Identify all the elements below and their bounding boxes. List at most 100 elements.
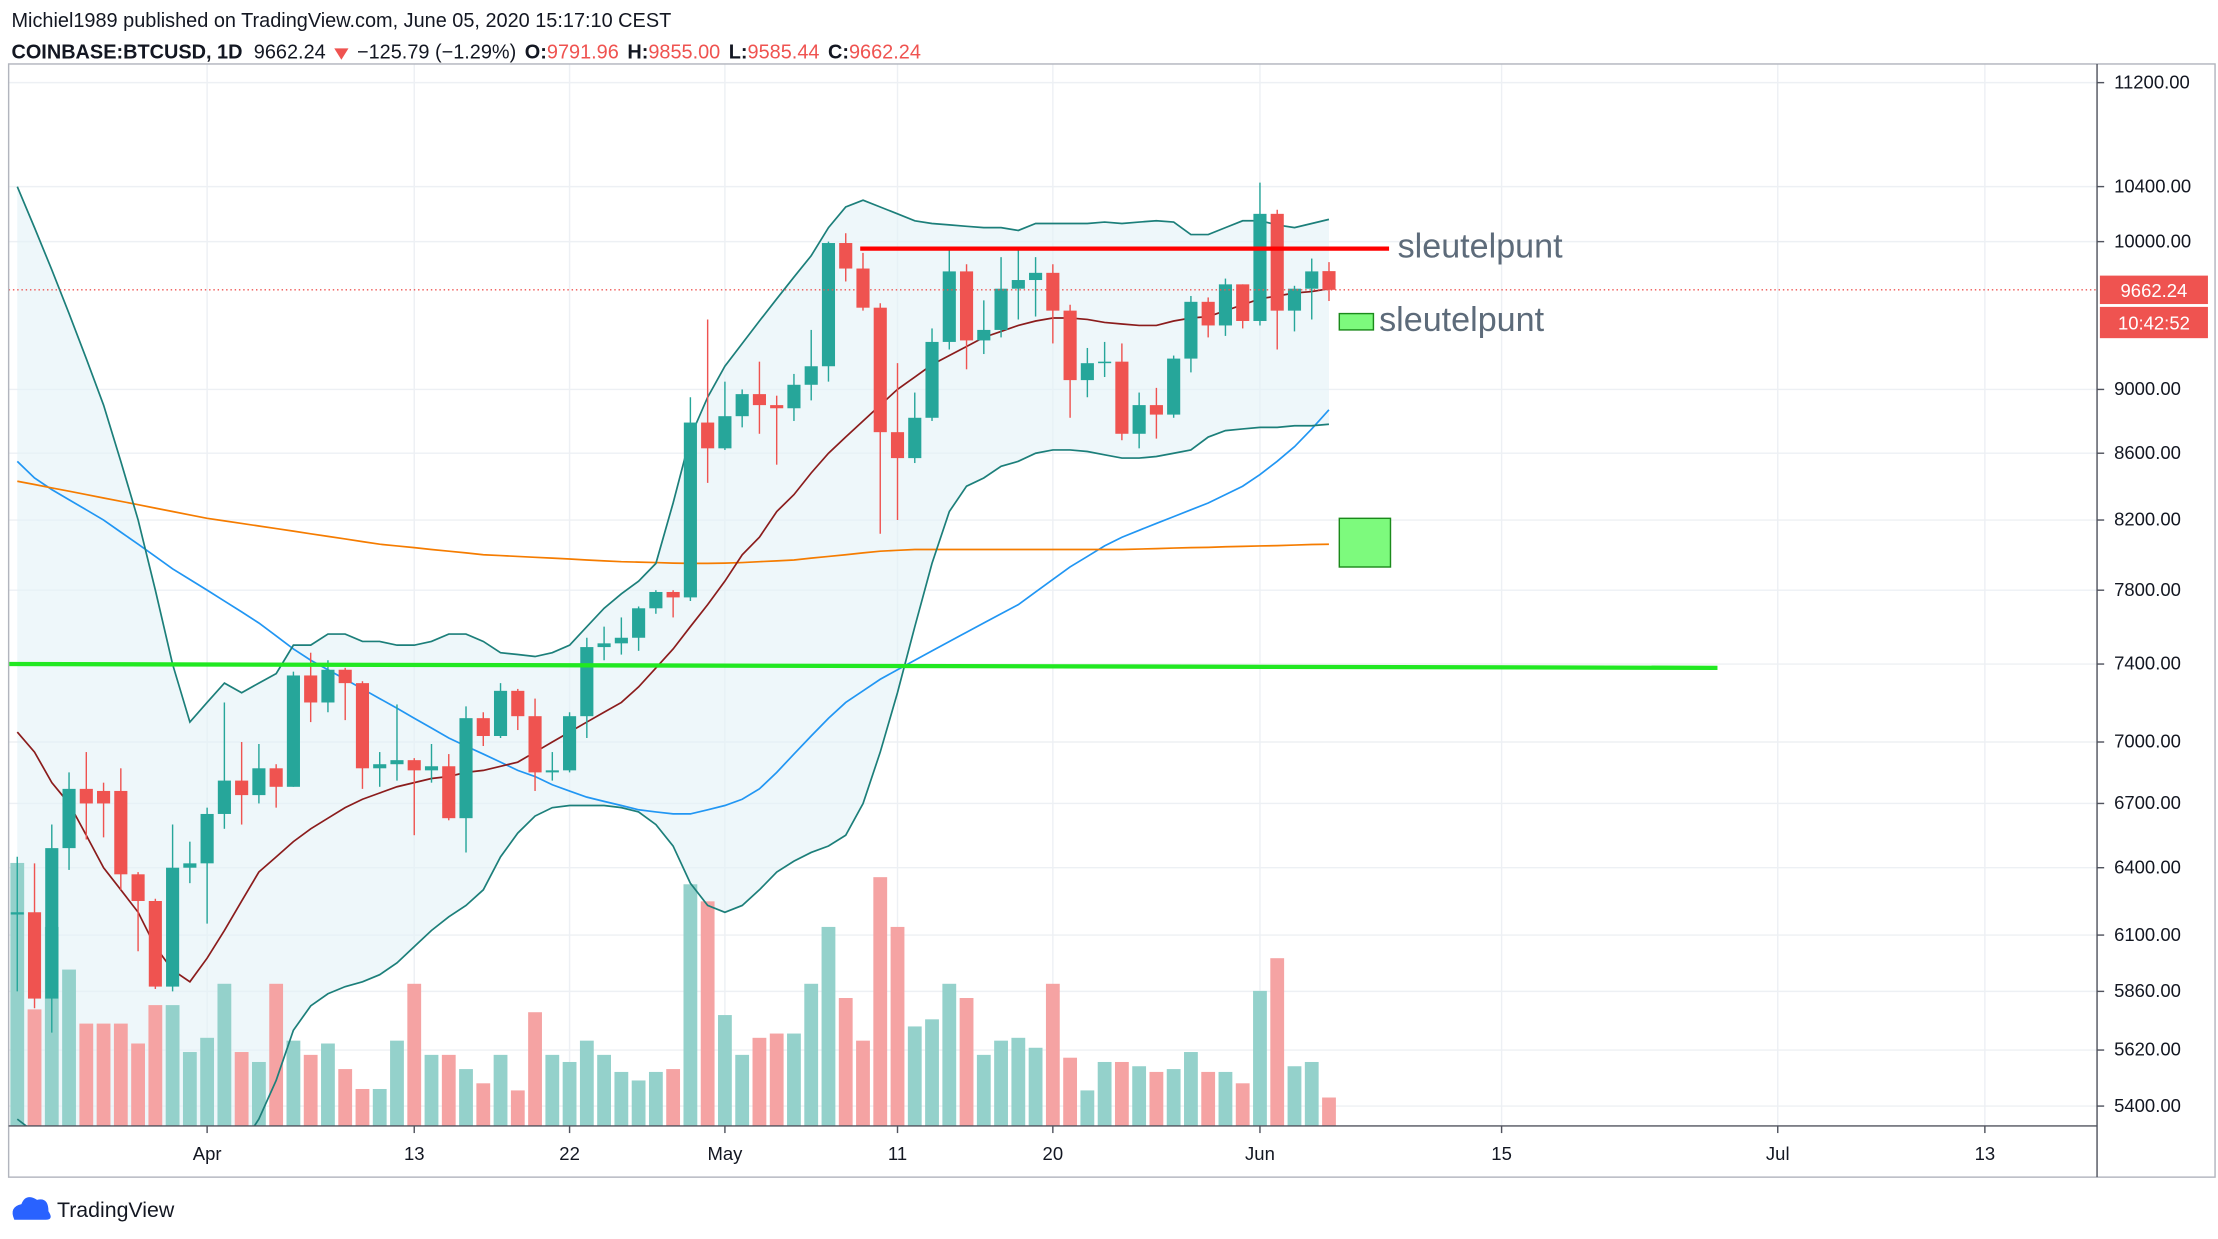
candle-body — [10, 912, 24, 915]
x-tick-label: 11 — [888, 1143, 907, 1164]
y-tick-label: 6100.00 — [2114, 924, 2181, 945]
x-tick-label: Apr — [193, 1143, 222, 1164]
candle-body — [1322, 271, 1336, 290]
candle-body — [1098, 361, 1112, 364]
volume-bar — [27, 1009, 42, 1126]
candle-body — [1080, 363, 1094, 381]
x-tick-label: 20 — [1043, 1143, 1064, 1164]
candle-body — [338, 669, 352, 684]
annotation-label: sleutelpunt — [1398, 227, 1564, 265]
last-price-box — [2099, 275, 2208, 305]
candle-body — [269, 768, 283, 787]
candle-body — [1287, 288, 1302, 311]
candle-body — [252, 768, 266, 796]
trendline — [8, 661, 1718, 670]
volume-bar — [476, 1083, 491, 1126]
annotation-label: sleutelpunt — [1379, 301, 1545, 339]
candle-body — [942, 271, 956, 342]
y-tick-label: 11200.00 — [2114, 71, 2190, 92]
volume-bar — [510, 1090, 525, 1126]
volume-bar — [925, 1019, 939, 1126]
candle-body — [1305, 271, 1319, 289]
x-tick-label: 13 — [1975, 1143, 1996, 1164]
candle-body — [1063, 310, 1077, 381]
candle-body — [752, 394, 766, 406]
candle-body — [770, 405, 784, 409]
volume-bar — [1253, 990, 1267, 1126]
volume-bar — [648, 1071, 663, 1126]
candle-body — [614, 637, 628, 644]
volume-bar — [579, 1040, 594, 1126]
volume-bar — [735, 1054, 750, 1126]
candle-body — [476, 718, 490, 737]
y-tick-label: 8200.00 — [2114, 509, 2181, 530]
volume-bar — [821, 926, 836, 1126]
candle-body — [27, 912, 42, 999]
candle-body — [373, 764, 387, 769]
candle-body — [217, 780, 231, 814]
volume-bar — [1166, 1069, 1181, 1126]
open: 9791.96 — [547, 41, 619, 63]
candle-body — [131, 874, 145, 901]
candle-body — [459, 718, 473, 819]
down-arrow — [334, 48, 349, 60]
volume-bar — [1028, 1047, 1043, 1126]
volume-bar — [407, 983, 422, 1126]
volume-bar — [355, 1088, 370, 1126]
volume-bar — [62, 969, 76, 1126]
volume-bar — [390, 1040, 404, 1126]
moving-average — [17, 480, 1329, 565]
x-tick-label: Jul — [1766, 1143, 1790, 1164]
candle-body — [200, 813, 214, 864]
candle-body — [839, 243, 853, 269]
candle-body — [493, 690, 508, 737]
volume-bar — [165, 1005, 180, 1126]
volume-bar — [200, 1037, 215, 1126]
volume-bar — [338, 1069, 353, 1126]
y-tick-label: 5620.00 — [2114, 1039, 2181, 1060]
volume-bar — [769, 1033, 784, 1126]
volume-bar — [856, 1040, 870, 1126]
candle-body — [994, 288, 1008, 330]
candle-body — [1218, 284, 1232, 326]
volume-bar — [79, 1023, 94, 1126]
frame — [7, 63, 2216, 1178]
zone-box — [1338, 312, 1375, 331]
candle-body — [1167, 358, 1181, 415]
candle-body — [166, 867, 180, 987]
candle-body — [632, 608, 646, 638]
last-price-label: 9662.24 — [2121, 280, 2188, 301]
volume-bar — [493, 1054, 508, 1126]
volume-bar — [597, 1054, 611, 1126]
band-fill — [17, 186, 1329, 1126]
volume-bar — [1304, 1061, 1319, 1126]
candle-body — [1236, 284, 1250, 321]
volume-bar — [752, 1037, 767, 1126]
volume-bar — [631, 1080, 646, 1126]
volume-bar — [10, 862, 25, 1126]
volume-bar — [1184, 1052, 1198, 1126]
y-tick-label: 10400.00 — [2114, 175, 2191, 196]
volume-bar — [1270, 958, 1285, 1126]
candle-body — [1253, 213, 1267, 321]
candle-body — [821, 243, 836, 367]
candle-body — [390, 760, 404, 765]
x-tick-label: 15 — [1491, 1143, 1512, 1164]
volume-bar — [148, 1005, 163, 1126]
candle-body — [1201, 301, 1215, 326]
candle-body — [787, 384, 801, 409]
candle-body — [148, 900, 162, 987]
volume-bar — [1201, 1071, 1216, 1126]
candle-body — [804, 366, 818, 385]
volume-bar — [959, 998, 974, 1126]
high-label: H: — [627, 41, 648, 63]
volume-bar — [1080, 1090, 1095, 1126]
candle-body — [407, 760, 421, 771]
moving-average — [16, 409, 1330, 815]
volume-bar — [441, 1054, 456, 1126]
candle-body — [1270, 213, 1284, 311]
candle-body — [62, 788, 76, 849]
low: 9585.44 — [748, 41, 820, 63]
y-tick-label: 6400.00 — [2114, 856, 2181, 877]
volume-bar — [303, 1054, 318, 1126]
